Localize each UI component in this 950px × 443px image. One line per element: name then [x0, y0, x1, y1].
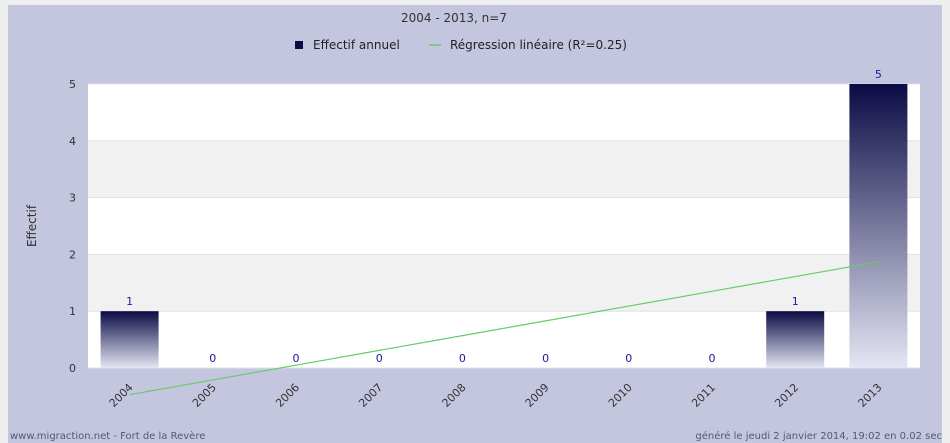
- legend-line-label: Régression linéaire (R²=0.25): [450, 38, 627, 52]
- bar-value-label: 1: [792, 295, 799, 308]
- y-tick-label: 0: [69, 362, 76, 375]
- bar-value-label: 0: [542, 352, 549, 365]
- chart-panel: 2004 - 2013, n=7 Effectif annuel Régressio…: [8, 5, 942, 443]
- x-tick-label: 2011: [689, 381, 718, 410]
- footer-generated: généré le jeudi 2 janvier 2014, 19:02 en…: [695, 431, 942, 442]
- footer-source: www.migraction.net - Fort de la Revère: [10, 431, 206, 442]
- bar: [849, 84, 908, 368]
- bar: [100, 311, 159, 368]
- y-tick-label: 4: [69, 135, 76, 148]
- x-tick-label: 2007: [356, 381, 385, 410]
- regression-line: [129, 261, 879, 396]
- legend-bar-swatch: [295, 41, 303, 49]
- legend: Effectif annuel Régression linéaire (R²=0…: [295, 38, 627, 52]
- bar-value-label: 0: [293, 352, 300, 365]
- bar-value-label: 0: [459, 352, 466, 365]
- x-tick-label: 2004: [107, 381, 136, 410]
- y-tick-label: 5: [69, 78, 76, 91]
- legend-bar-label: Effectif annuel: [313, 38, 400, 52]
- bar-value-label: 0: [709, 352, 716, 365]
- plot-band: [88, 254, 920, 312]
- x-tick-label: 2012: [772, 381, 801, 410]
- y-tick-label: 1: [69, 305, 76, 318]
- x-tick-label: 2009: [523, 381, 552, 410]
- y-tick-label: 2: [69, 248, 76, 261]
- x-tick-label: 2010: [606, 381, 635, 410]
- x-tick-label: 2006: [273, 381, 302, 410]
- bar-value-label: 0: [376, 352, 383, 365]
- chart-title: 2004 - 2013, n=7: [401, 11, 507, 25]
- plot-band: [88, 197, 920, 255]
- plot-band: [88, 84, 920, 141]
- x-tick-label: 2008: [440, 381, 469, 410]
- bar-value-label: 5: [875, 68, 882, 81]
- bar-value-label: 1: [126, 295, 133, 308]
- bar: [766, 311, 825, 368]
- y-axis-label: Effectif: [25, 204, 39, 247]
- x-tick-label: 2005: [190, 381, 219, 410]
- x-tick-label: 2013: [856, 381, 885, 410]
- bar-value-label: 0: [209, 352, 216, 365]
- y-tick-label: 3: [69, 192, 76, 205]
- bar-value-label: 0: [625, 352, 632, 365]
- plot-band: [88, 140, 920, 198]
